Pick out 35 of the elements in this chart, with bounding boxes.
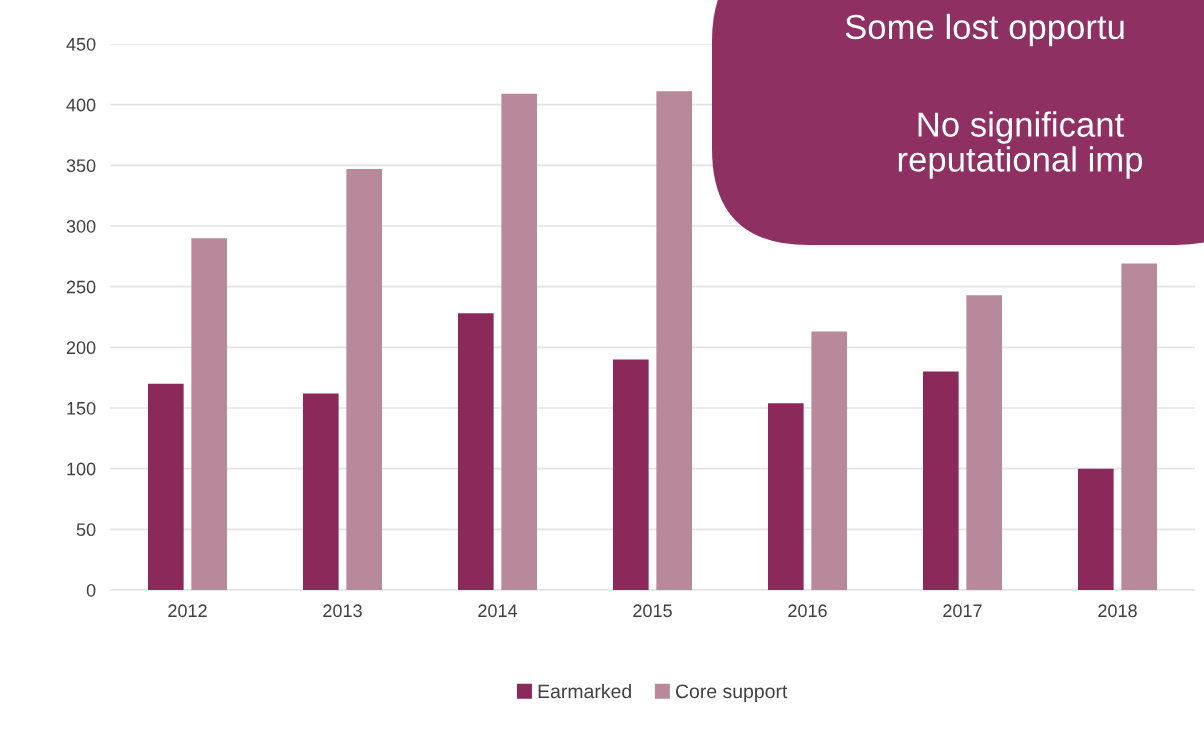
x-tick-label: 2013 bbox=[323, 604, 362, 618]
x-tick-label: 2018 bbox=[1098, 604, 1137, 618]
annotation: No significant reputational imp bbox=[898, 111, 1143, 179]
y-tick-label: 200 bbox=[66, 341, 96, 355]
bar bbox=[1121, 263, 1158, 590]
bar bbox=[1077, 468, 1114, 590]
y-tick-label: 350 bbox=[66, 159, 96, 173]
y-tick-label: 100 bbox=[67, 462, 96, 476]
x-tick-label: 2016 bbox=[788, 604, 827, 618]
y-tick-label: 0 bbox=[86, 583, 96, 597]
bar bbox=[191, 238, 228, 590]
legend-label: Earmarked bbox=[538, 683, 631, 699]
x-tick-label: 2014 bbox=[478, 604, 518, 618]
bar bbox=[147, 383, 184, 590]
bar bbox=[656, 91, 693, 590]
bar bbox=[457, 313, 494, 590]
bar bbox=[501, 93, 538, 590]
x-tick-label: 2015 bbox=[633, 604, 672, 618]
y-tick-label: 50 bbox=[76, 523, 96, 537]
y-tick-label: 400 bbox=[66, 98, 96, 112]
bar bbox=[346, 168, 383, 590]
bar bbox=[811, 331, 848, 590]
annotation: Some lost opportu bbox=[845, 13, 1124, 47]
y-tick-label: 150 bbox=[67, 401, 96, 415]
bar bbox=[612, 359, 649, 590]
bar bbox=[922, 371, 959, 590]
bar bbox=[302, 393, 339, 590]
y-tick-label: 250 bbox=[66, 280, 96, 294]
x-tick-label: 2017 bbox=[943, 604, 982, 618]
y-tick-label: 450 bbox=[66, 37, 96, 51]
y-tick-label: 300 bbox=[66, 219, 96, 233]
legend-label: Core support bbox=[675, 684, 788, 703]
bar bbox=[767, 403, 804, 590]
x-tick-label: 2012 bbox=[168, 604, 207, 618]
bar bbox=[966, 295, 1003, 590]
